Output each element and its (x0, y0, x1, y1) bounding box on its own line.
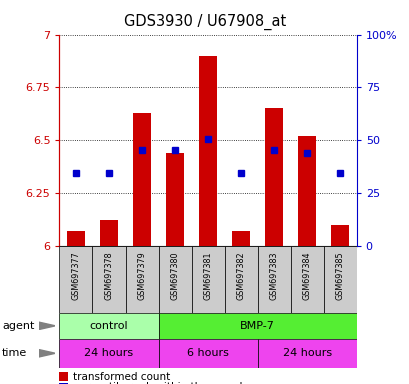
Bar (166, 153, 184, 246)
Text: 24 hours: 24 hours (282, 348, 331, 358)
Bar (67, 231, 85, 246)
Text: GSM697382: GSM697382 (236, 251, 245, 300)
Bar (59, 339, 158, 368)
Bar (198, 56, 217, 246)
Text: GSM697381: GSM697381 (203, 251, 212, 300)
Bar (125, 246, 158, 313)
Text: 24 hours: 24 hours (84, 348, 133, 358)
Text: GSM697383: GSM697383 (269, 251, 278, 300)
Bar (133, 113, 151, 246)
Bar (297, 136, 315, 246)
Text: time: time (2, 348, 27, 358)
Text: control: control (90, 321, 128, 331)
Bar (231, 231, 249, 246)
Bar (264, 108, 283, 246)
Bar (224, 246, 257, 313)
Text: GSM697385: GSM697385 (335, 251, 344, 300)
Text: GSM697378: GSM697378 (104, 251, 113, 300)
Bar (158, 313, 356, 339)
Bar (92, 246, 125, 313)
Bar (100, 220, 118, 246)
Bar (257, 246, 290, 313)
Text: 6 hours: 6 hours (187, 348, 229, 358)
Text: percentile rank within the sample: percentile rank within the sample (72, 382, 248, 384)
Text: transformed count: transformed count (72, 372, 169, 382)
Polygon shape (39, 322, 55, 329)
Text: GDS3930 / U67908_at: GDS3930 / U67908_at (124, 13, 285, 30)
Bar (191, 246, 224, 313)
Bar (59, 246, 92, 313)
Bar (158, 339, 257, 368)
Text: agent: agent (2, 321, 34, 331)
Bar (257, 339, 356, 368)
Bar (158, 246, 191, 313)
Bar (323, 246, 356, 313)
Text: GSM697384: GSM697384 (302, 251, 311, 300)
Text: GSM697380: GSM697380 (170, 251, 179, 300)
Bar (59, 313, 158, 339)
Text: GSM697377: GSM697377 (71, 251, 80, 300)
Bar (330, 225, 348, 246)
Text: BMP-7: BMP-7 (240, 321, 274, 331)
Polygon shape (39, 349, 55, 357)
Text: GSM697379: GSM697379 (137, 251, 146, 300)
Bar (290, 246, 323, 313)
